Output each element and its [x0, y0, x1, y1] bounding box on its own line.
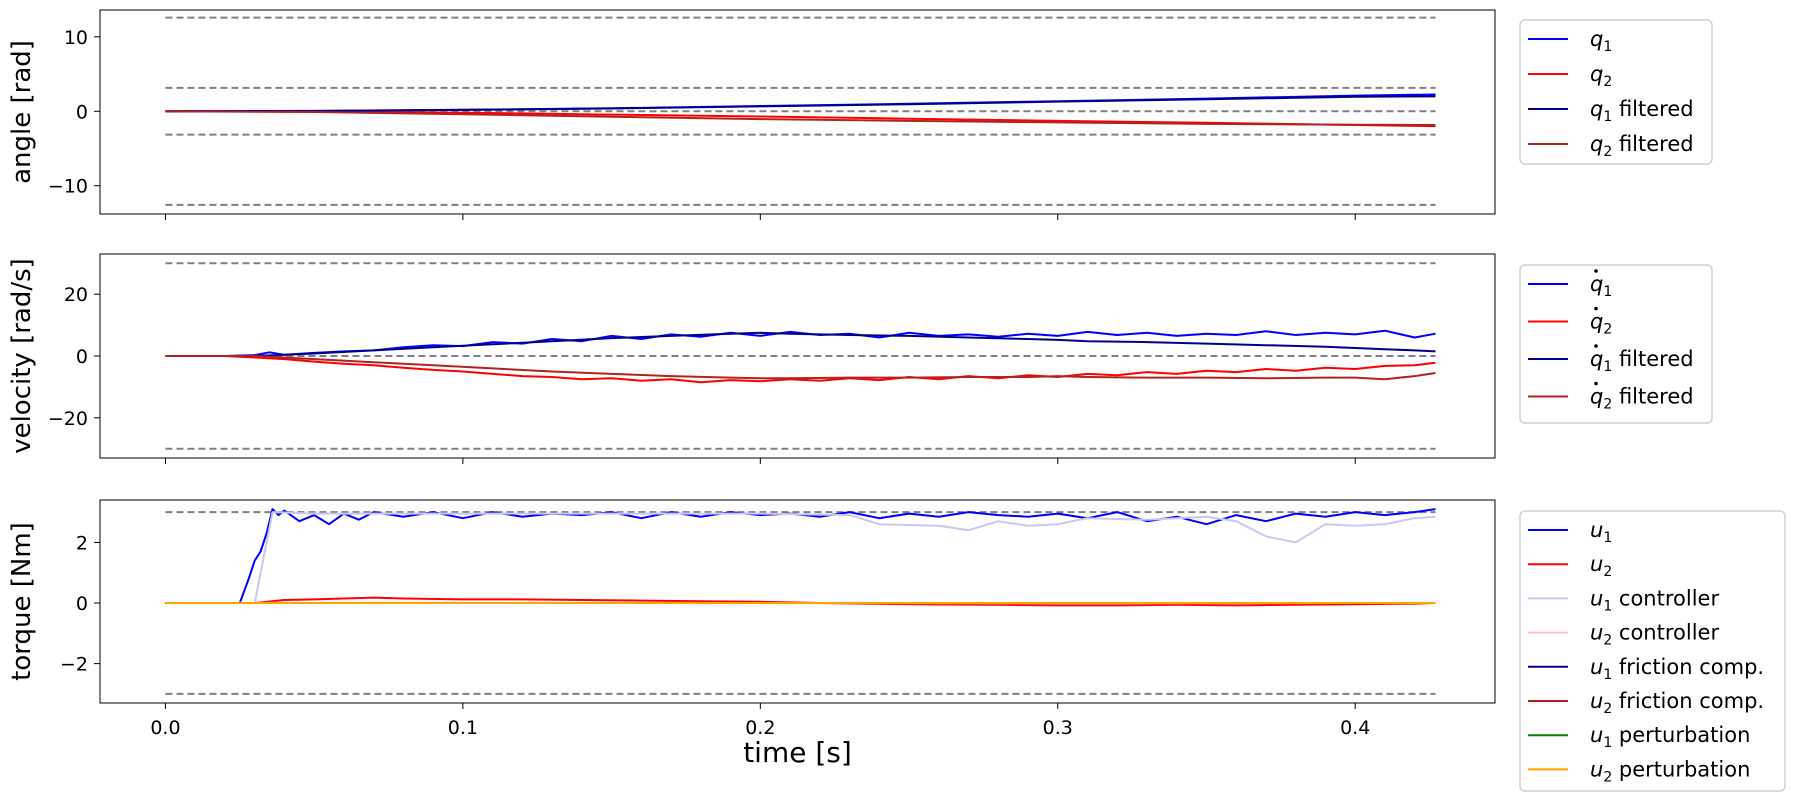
series-line-3: [165, 331, 1436, 357]
y-tick-label: 0: [76, 101, 88, 123]
legend-entry: u2 perturbation: [1590, 757, 1750, 785]
legend-entry: u2 friction comp.: [1590, 689, 1764, 717]
x-axis-label: time [s]: [743, 736, 852, 769]
legend-entry: u1 perturbation: [1590, 723, 1750, 751]
y-tick-label: −2: [60, 654, 88, 676]
legend-entry: q1 filtered: [1590, 97, 1694, 125]
legend: u1 u2 u1 controller u2 controller u1 frictio…: [1519, 510, 1786, 792]
y-tick-label: 0: [76, 346, 88, 368]
chart-panel-3: 2 0 −2 0.0 0.1 0.2 0.3 0.4 torque [Nm] time [s] u1…: [7, 499, 1786, 792]
legend-entry: u1 controller: [1590, 586, 1719, 614]
chart-panel-2: 20 0 −20 velocity [rad/s] q1 q2 q1 filtered q2 …: [7, 253, 1713, 464]
legend-box: [1519, 19, 1713, 165]
series-line-1: [165, 508, 1436, 604]
x-tick-label: 0.2: [745, 717, 775, 739]
legend-entry: q1: [1590, 27, 1612, 55]
legend-dot: [1594, 381, 1598, 386]
legend-dot: [1594, 306, 1598, 311]
plot-frame: [99, 9, 1496, 215]
y-axis-label: angle [rad]: [7, 40, 37, 184]
y-tick-label: −20: [48, 408, 88, 430]
legend-entry: u1 friction comp.: [1590, 655, 1764, 683]
legend-entry: q2: [1590, 310, 1612, 338]
legend-entry: u2 controller: [1590, 621, 1719, 649]
y-axis-label: torque [Nm]: [7, 522, 37, 681]
legend-entry: q2 filtered: [1590, 132, 1694, 160]
y-tick-label: 0: [76, 593, 88, 615]
legend-entry: q1 filtered: [1590, 347, 1694, 375]
legend-dot: [1594, 269, 1598, 273]
x-tick-label: 0.1: [448, 717, 478, 739]
legend-dot: [1594, 344, 1598, 348]
y-tick-label: 20: [64, 284, 88, 306]
x-tick-label: 0.4: [1340, 717, 1370, 739]
chart-panel-1: 10 0 −10 angle [rad] q1 q2 q1 filtered q2 filte…: [7, 9, 1713, 220]
series-line-4: [165, 110, 1436, 126]
legend-entry: q2: [1590, 62, 1612, 90]
series-line-2: [165, 596, 1436, 607]
series-line-2: [165, 355, 1436, 384]
y-axis-label: velocity [rad/s]: [7, 258, 37, 454]
legend-entry: u1: [1590, 518, 1612, 546]
series-line-3: [165, 95, 1436, 113]
legend: q1 q2 q1 filtered q2 filtered: [1519, 19, 1713, 165]
plot-frame: [99, 499, 1496, 704]
legend-box: [1519, 264, 1713, 424]
y-tick-label: 10: [64, 27, 88, 49]
legend-box: [1519, 510, 1786, 792]
series-line-3: [165, 511, 1436, 604]
legend-entry: q2 filtered: [1590, 385, 1694, 413]
x-tick-label: 0.3: [1043, 717, 1073, 739]
series-line-1: [165, 93, 1436, 113]
legend-entry: u2: [1590, 552, 1612, 580]
series-line-4: [165, 355, 1436, 381]
legend: q1 q2 q1 filtered q2 filtered: [1519, 264, 1713, 424]
y-tick-label: 2: [76, 532, 88, 554]
x-tick-label: 0.0: [150, 717, 180, 739]
y-tick-label: −10: [48, 176, 88, 198]
legend-entry: q1: [1590, 272, 1612, 300]
